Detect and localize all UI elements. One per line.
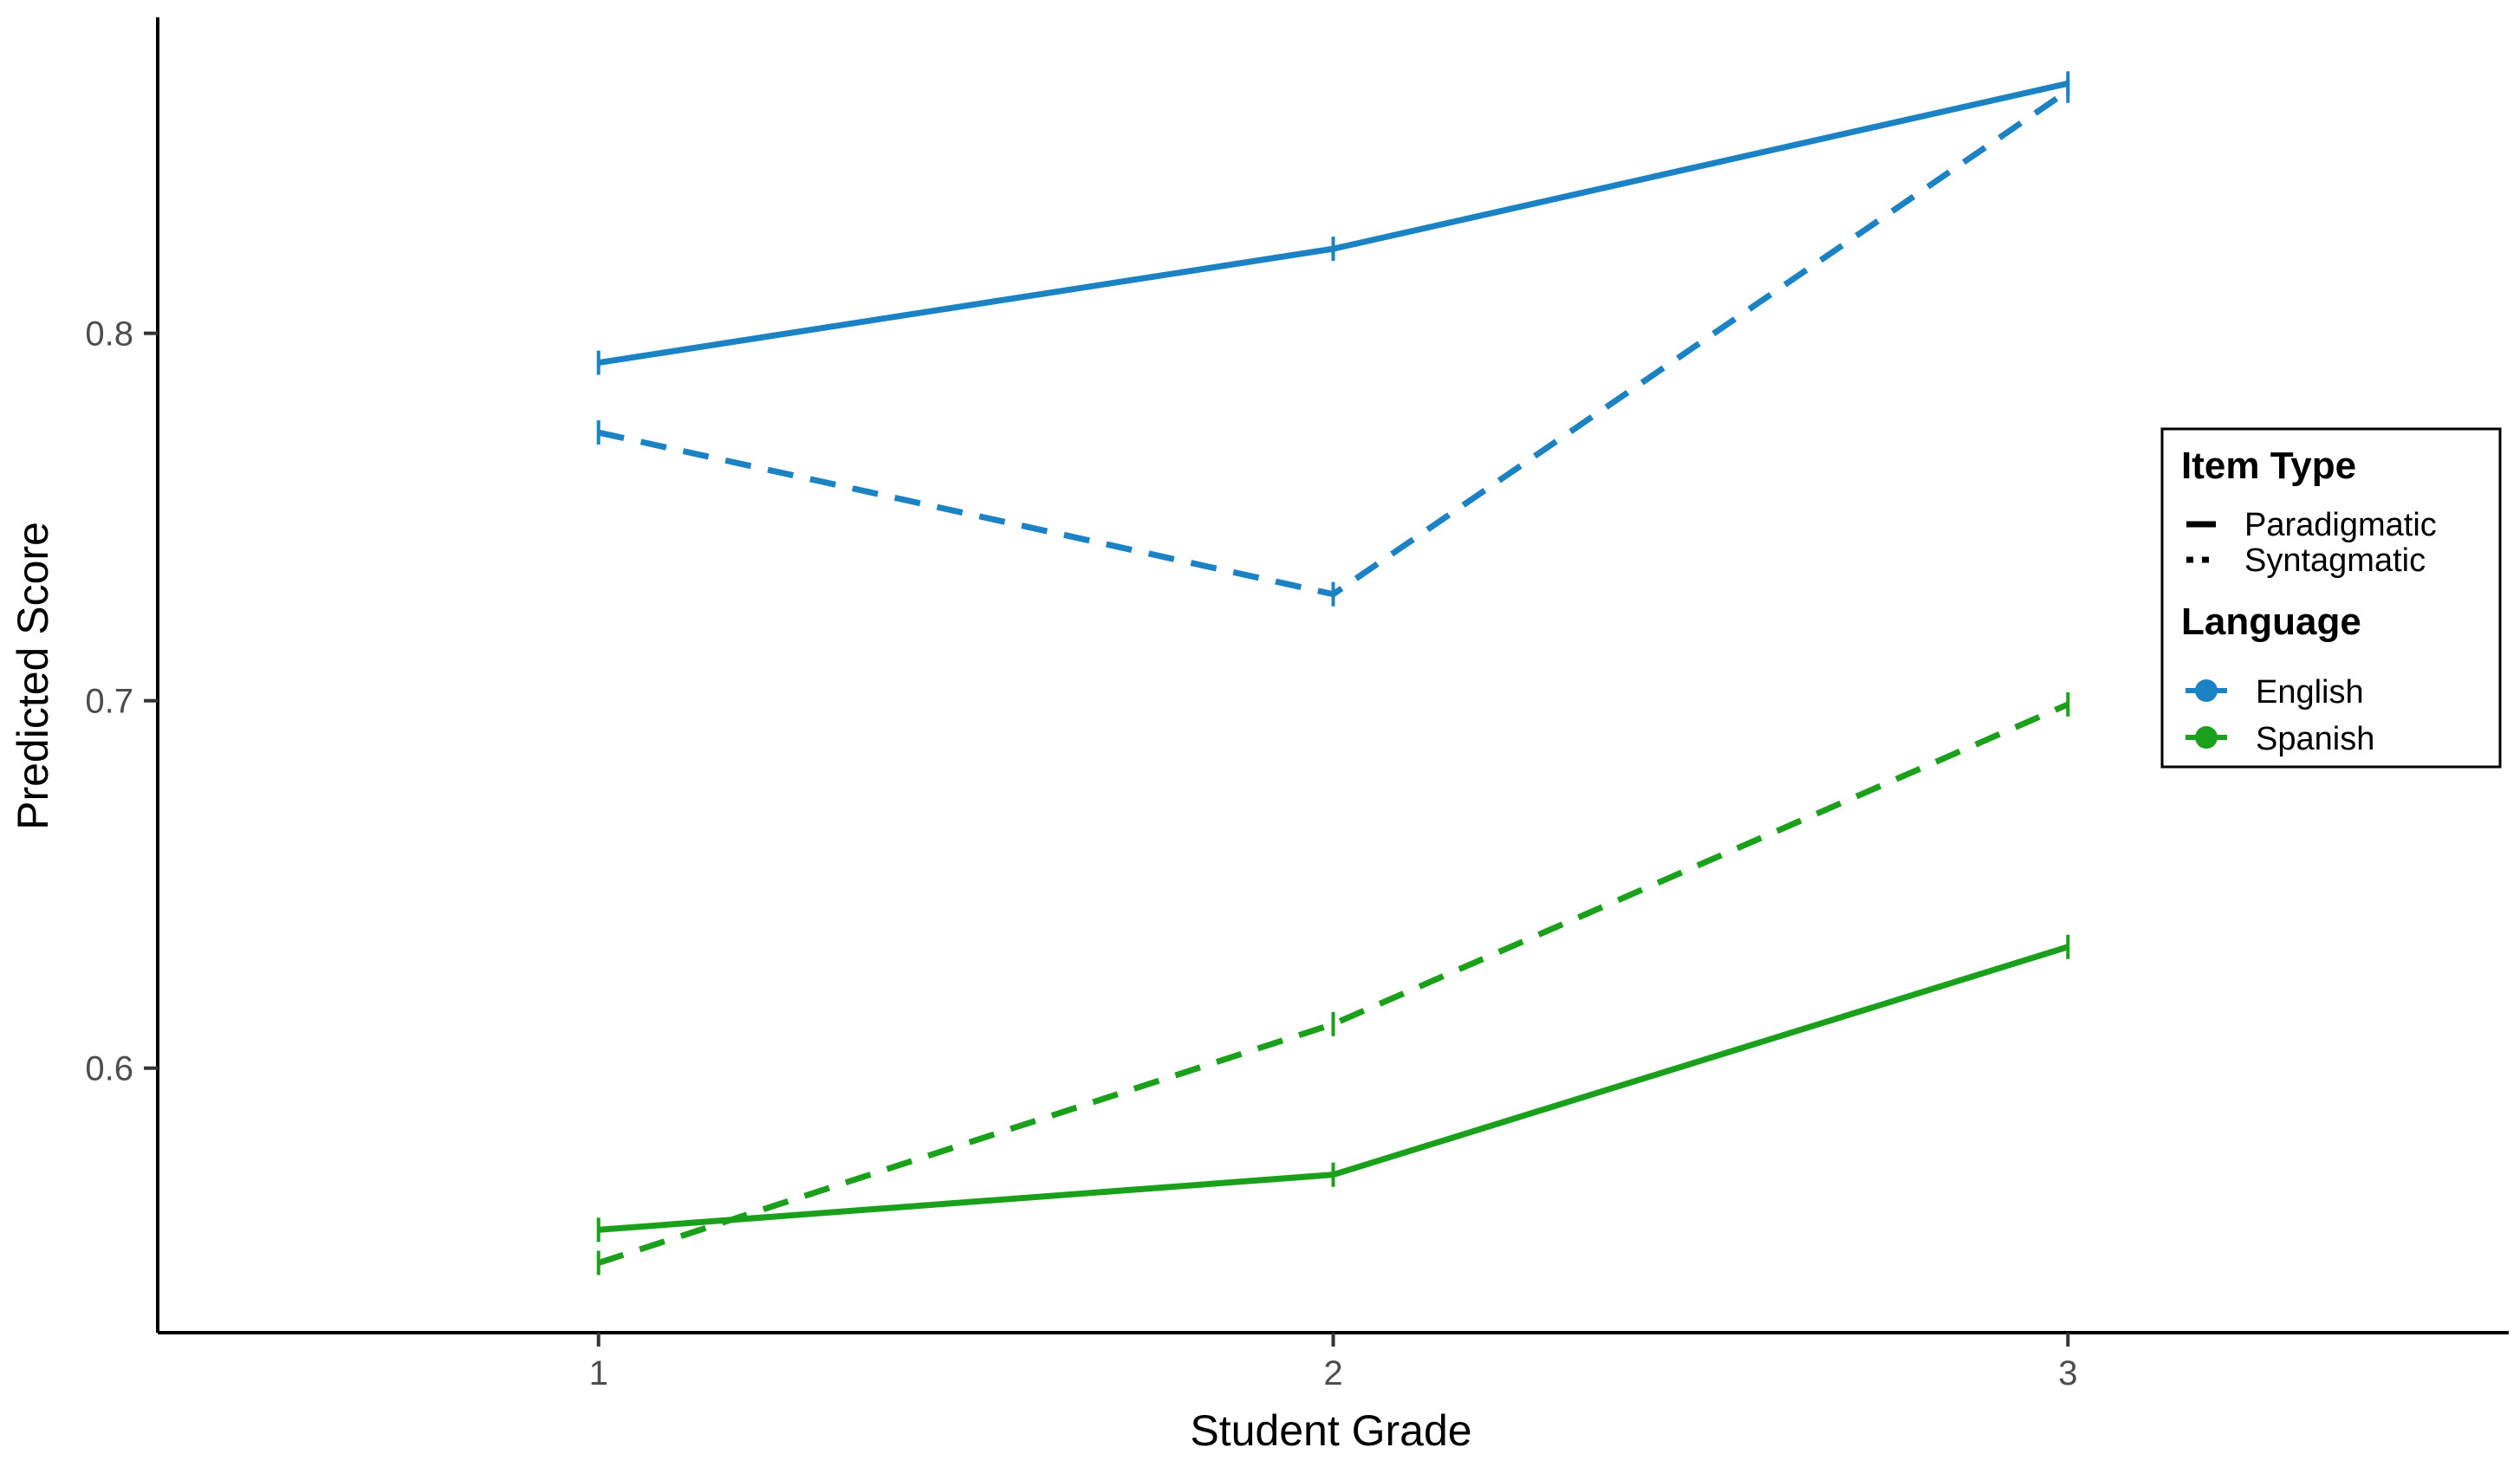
series-line-spanish-syntagmatic [597,701,2069,1266]
legend-box [2160,427,2502,769]
legend-label-paradigmatic: Paradigmatic [2244,507,2437,543]
series-english-paradigmatic [596,71,2070,375]
x-axis-ticks: 1 2 3 [589,1333,2077,1392]
series-spanish-paradigmatic [596,934,2070,1243]
series-line-spanish-paradigmatic [598,944,2069,1233]
legend-title-language: Language [2181,600,2361,643]
x-axis-title: Student Grade [1190,1406,1471,1455]
legend: Item Type Paradigmatic Syntagmatic Langu… [2160,427,2502,769]
series-line-english-syntagmatic [597,88,2070,598]
series-line-english-paradigmatic [598,80,2069,367]
legend-label-syntagmatic: Syntagmatic [2244,542,2426,579]
y-tick-label: 0.8 [85,315,133,354]
y-axis-title: Predicted Score [9,522,57,830]
x-tick-label: 2 [1323,1354,1342,1392]
x-tick-label: 1 [589,1354,608,1392]
legend-label-spanish: Spanish [2256,721,2374,757]
legend-key-spanish-dot [2195,726,2218,749]
y-tick-label: 0.6 [85,1050,133,1088]
plot-area [596,71,2070,1276]
legend-key-english-dot [2195,679,2218,702]
series-english-syntagmatic [596,78,2070,607]
y-tick-label: 0.7 [85,683,133,721]
x-tick-label: 3 [2058,1354,2077,1392]
series-spanish-syntagmatic [596,691,2070,1276]
legend-label-english: English [2256,674,2364,711]
legend-title-item-type: Item Type [2181,445,2356,487]
y-axis-ticks: 0.6 0.7 0.8 [85,315,158,1088]
